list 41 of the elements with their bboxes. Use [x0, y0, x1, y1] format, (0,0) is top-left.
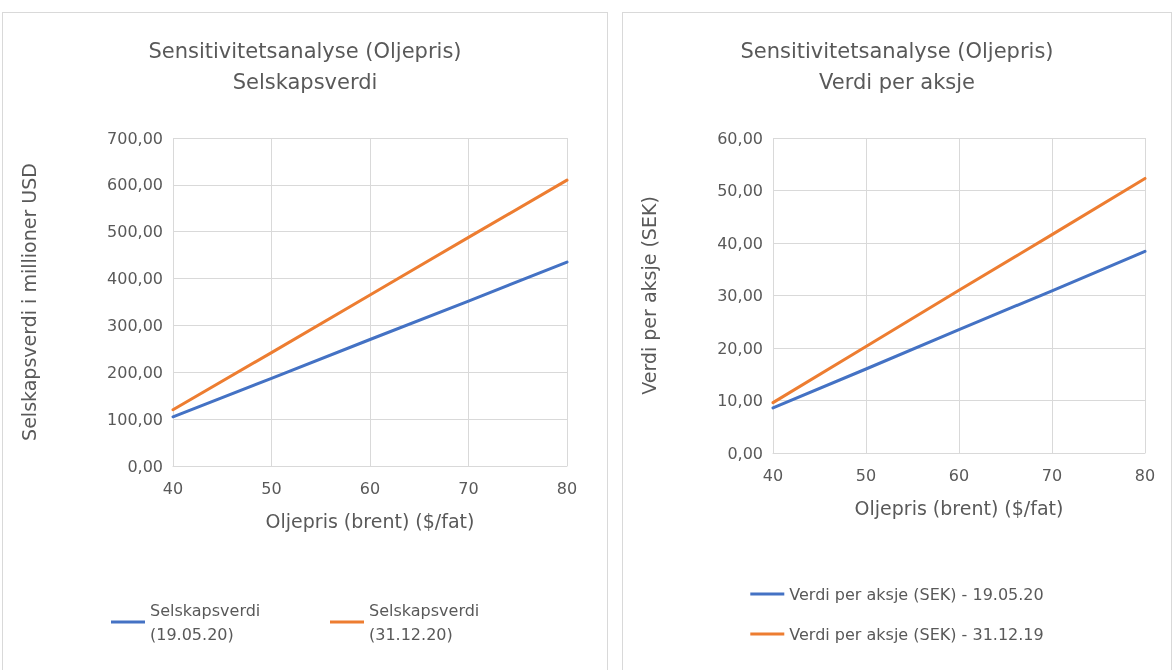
y-tick-label: 200,00: [107, 362, 163, 382]
x-tick-label: 50: [261, 478, 282, 498]
y-tick-label: 0,00: [727, 443, 763, 463]
y-tick-label: 500,00: [107, 222, 163, 242]
x-tick-label: 70: [458, 478, 479, 498]
legend-label: Selskapsverdi (31.12.20): [369, 600, 485, 644]
line-series: [171, 260, 569, 419]
x-axis-title: Oljepris (brent) ($/fat): [854, 496, 1064, 519]
chart-subtitle: Selskapsverdi: [232, 69, 378, 94]
x-tick-label: 80: [556, 478, 578, 498]
y-tick-label: 60,00: [717, 128, 763, 148]
line-series: [171, 178, 569, 412]
x-axis-title: Oljepris (brent) ($/fat): [265, 509, 475, 532]
legend-label: Verdi per aksje (SEK) - 19.05.20: [789, 584, 1044, 604]
legend-label: Selskapsverdi (19.05.20): [150, 600, 266, 644]
y-axis-title: Verdi per aksje (SEK): [637, 196, 660, 395]
y-tick-label: 50,00: [717, 181, 763, 200]
y-tick-label: 300,00: [107, 315, 163, 335]
y-tick-label: 0,00: [127, 456, 163, 476]
legend-label: Verdi per aksje (SEK) - 31.12.19: [789, 624, 1044, 644]
y-tick-label: 40,00: [717, 233, 763, 253]
x-tick-label: 40: [162, 478, 184, 498]
chart-subtitle: Verdi per aksje: [818, 69, 976, 94]
y-tick-label: 700,00: [107, 128, 163, 148]
y-tick-label: 400,00: [107, 269, 163, 289]
y-axis-title: Selskapsverdi i millioner USD: [17, 163, 40, 441]
x-tick-label: 80: [1134, 465, 1156, 485]
x-tick-label: 60: [359, 478, 381, 498]
y-tick-label: 30,00: [717, 286, 763, 305]
y-tick-label: 20,00: [717, 338, 763, 358]
line-series: [771, 249, 1147, 410]
y-tick-label: 100,00: [107, 409, 163, 429]
y-tick-label: 10,00: [717, 391, 763, 410]
line-series: [771, 176, 1147, 405]
chart-title: Sensitivitetsanalyse (Oljepris): [148, 38, 462, 63]
chart-title: Sensitivitetsanalyse (Oljepris): [740, 38, 1054, 63]
x-tick-label: 40: [762, 465, 784, 485]
x-tick-label: 60: [948, 465, 970, 485]
x-tick-label: 70: [1041, 465, 1063, 485]
y-tick-label: 600,00: [107, 175, 163, 195]
x-tick-label: 50: [855, 465, 877, 485]
